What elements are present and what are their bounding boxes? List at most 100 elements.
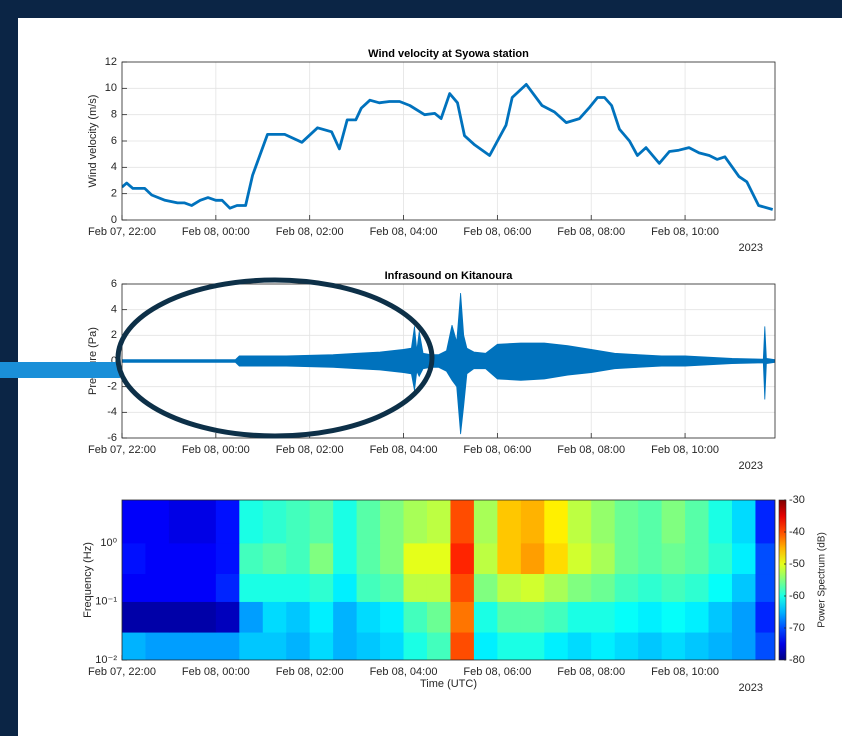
- spectrogram-cell: [286, 632, 311, 660]
- spectrogram-cell: [309, 632, 334, 660]
- spectrogram-cell: [544, 573, 569, 602]
- spectrogram-cell: [426, 601, 451, 633]
- spectrogram-cell: [731, 601, 756, 633]
- spectrogram-cell: [755, 573, 775, 602]
- spectrogram-cell: [192, 573, 217, 602]
- spectrogram-cell: [450, 542, 475, 575]
- spectrogram-cell: [239, 573, 264, 602]
- spectrogram-cell: [450, 500, 475, 544]
- spectrogram-cell: [520, 500, 545, 544]
- spectrogram-cell: [473, 632, 498, 660]
- spectrogram-cell: [215, 542, 240, 575]
- spectrogram-cell: [145, 542, 170, 575]
- x-tick-label: Feb 07, 22:00: [88, 444, 156, 456]
- y-tick-label: 2: [111, 188, 117, 200]
- spectrogram-cell: [731, 573, 756, 602]
- spectrogram-cell: [192, 542, 217, 575]
- y-tick-label: 6: [111, 278, 117, 290]
- spectrogram-cell: [145, 573, 170, 602]
- spectrogram-cell: [356, 632, 381, 660]
- spectrogram-cell: [356, 542, 381, 575]
- spectrogram-cell: [122, 573, 146, 602]
- y-tick-label: 12: [105, 56, 117, 68]
- spectrogram-cell: [638, 500, 663, 544]
- x-tick-label: Feb 08, 04:00: [370, 226, 438, 238]
- spectrogram-cell: [168, 601, 193, 633]
- spectrogram-cell: [145, 500, 170, 544]
- spectrogram-cell: [661, 542, 686, 575]
- spectrogram-cell: [591, 601, 616, 633]
- spectrogram-cell: [497, 632, 522, 660]
- x-tick-label: Feb 08, 10:00: [651, 226, 719, 238]
- spectrogram-cell: [614, 542, 639, 575]
- spectrogram-cell: [380, 500, 405, 544]
- x-tick-label: Feb 08, 06:00: [463, 666, 531, 678]
- x-tick-label: Feb 08, 04:00: [370, 444, 438, 456]
- spectrogram-cell: [403, 500, 428, 544]
- y-tick-label: 4: [111, 304, 117, 316]
- spectrogram-cell: [168, 542, 193, 575]
- spectrogram-cell: [614, 601, 639, 633]
- spectrogram-cell: [215, 601, 240, 633]
- axes-box: [121, 61, 776, 221]
- x-tick-label: Feb 08, 08:00: [557, 226, 625, 238]
- spectrogram-cell: [544, 632, 569, 660]
- spectrogram-cell: [755, 601, 775, 633]
- colorbar-tick-label: -80: [789, 654, 805, 666]
- spectrogram-cell: [708, 500, 733, 544]
- chart-title: Wind velocity at Syowa station: [368, 48, 529, 60]
- highlight-bar: [0, 362, 120, 378]
- spectrogram-cell: [661, 500, 686, 544]
- spectrogram-cell: [145, 601, 170, 633]
- colorbar-tick-label: -60: [789, 590, 805, 602]
- spectrogram-cell: [473, 573, 498, 602]
- y-tick-label: 10⁻¹: [95, 595, 117, 607]
- spectrogram-cell: [708, 601, 733, 633]
- y-tick-label: 0: [111, 355, 117, 367]
- spectrogram-cell: [638, 601, 663, 633]
- spectrogram-cell: [215, 500, 240, 544]
- spectrogram-cell: [333, 601, 358, 633]
- annotations: [0, 277, 435, 439]
- spectrogram-cell: [122, 632, 146, 660]
- x-tick-label: Feb 08, 08:00: [557, 666, 625, 678]
- y-tick-label: 0: [111, 214, 117, 226]
- x-tick-label: Feb 08, 00:00: [182, 666, 250, 678]
- spectrogram-cell: [286, 601, 311, 633]
- spectrogram-cell: [708, 542, 733, 575]
- x-tick-label: Feb 08, 00:00: [182, 444, 250, 456]
- spectrogram-cell: [426, 542, 451, 575]
- spectrogram-cell: [567, 632, 592, 660]
- spectrogram-cell: [497, 542, 522, 575]
- spectrogram-cell: [544, 542, 569, 575]
- x-tick-label: Feb 08, 10:00: [651, 444, 719, 456]
- y-tick-label: 6: [111, 135, 117, 147]
- spectrogram-cell: [473, 542, 498, 575]
- wind-line: [122, 83, 774, 211]
- x-tick-label: Feb 08, 04:00: [370, 666, 438, 678]
- spectrogram-cell: [591, 542, 616, 575]
- y-tick-label: -6: [107, 432, 117, 444]
- spectrogram-cell: [262, 573, 287, 602]
- spectrogram-cell: [262, 601, 287, 633]
- spectrogram-cell: [356, 500, 381, 544]
- y-axis-label: Pressure (Pa): [87, 327, 99, 395]
- spectrogram-cell: [755, 632, 775, 660]
- y-tick-label: 10: [105, 82, 117, 94]
- spectrogram-cell: [661, 601, 686, 633]
- spectrogram-cell: [356, 601, 381, 633]
- spectrogram-cell: [450, 601, 475, 633]
- spectrogram-cell: [168, 500, 193, 544]
- spectrogram-cell: [544, 601, 569, 633]
- spectrogram-cell: [426, 573, 451, 602]
- spectrogram-cell: [591, 500, 616, 544]
- spectrogram-cell: [239, 601, 264, 633]
- spectrogram-cell: [661, 573, 686, 602]
- spectrogram-cell: [497, 573, 522, 602]
- x-axis-label: Time (UTC): [420, 678, 477, 690]
- spectrogram-cell: [403, 542, 428, 575]
- spectrogram-cell: [755, 542, 775, 575]
- x-axis-year: 2023: [739, 242, 763, 254]
- spectrogram-cell: [239, 500, 264, 544]
